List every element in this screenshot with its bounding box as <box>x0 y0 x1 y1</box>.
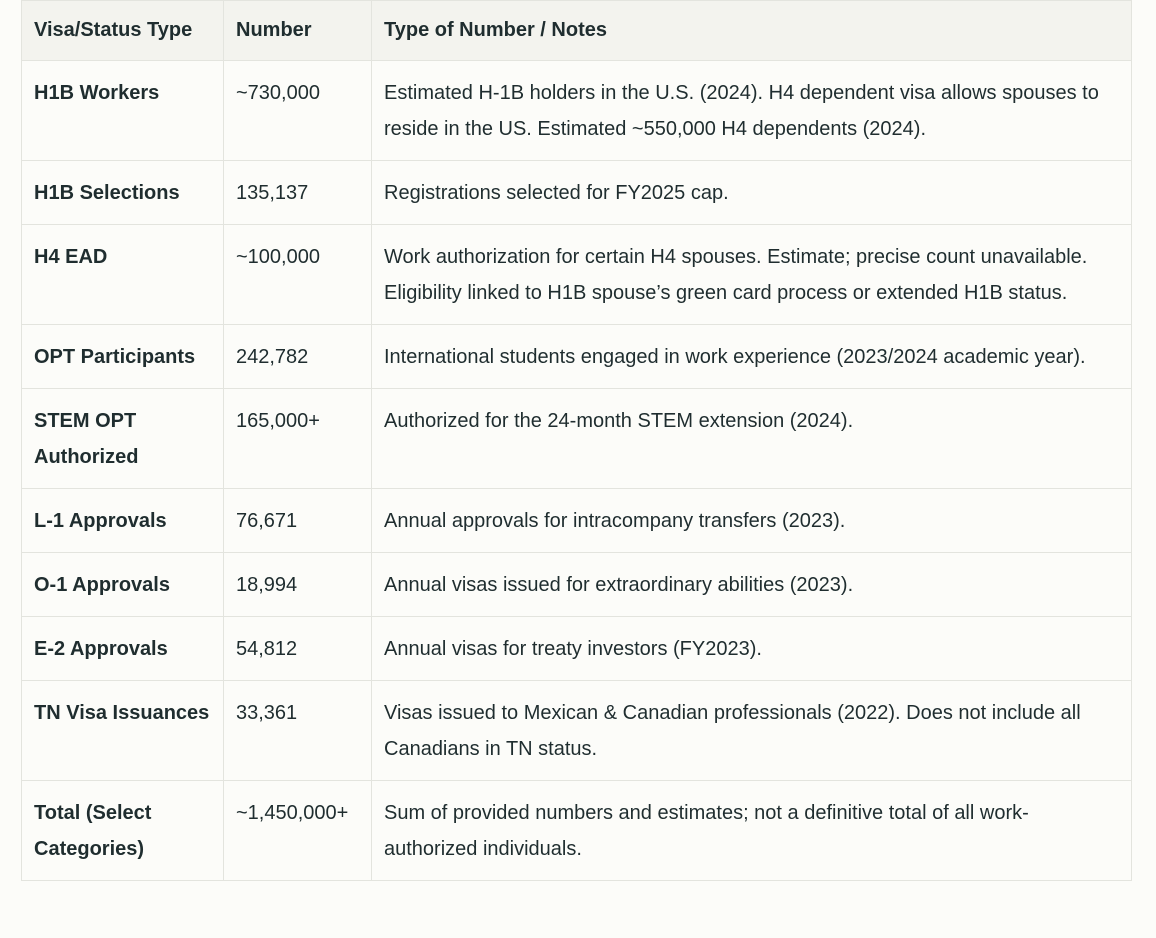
row-notes-cell: Annual visas for treaty investors (FY202… <box>371 616 1132 681</box>
row-notes-cell: International students engaged in work e… <box>371 324 1132 389</box>
header-number: Number <box>223 0 372 61</box>
row-notes-cell: Authorized for the 24-month STEM extensi… <box>371 388 1132 489</box>
row-number-cell: 165,000+ <box>223 388 372 489</box>
visa-status-table: Visa/Status Type Number Type of Number /… <box>21 0 1132 881</box>
row-number-cell: 33,361 <box>223 680 372 781</box>
row-type-cell: Total (Select Categories) <box>21 780 224 881</box>
row-number-cell: ~100,000 <box>223 224 372 325</box>
row-notes-cell: Work authorization for certain H4 spouse… <box>371 224 1132 325</box>
row-notes-cell: Sum of provided numbers and estimates; n… <box>371 780 1132 881</box>
row-number-cell: ~1,450,000+ <box>223 780 372 881</box>
table-row: H1B Selections 135,137 Registrations sel… <box>21 160 1132 225</box>
table-row: O-1 Approvals 18,994 Annual visas issued… <box>21 552 1132 617</box>
row-type-cell: H1B Workers <box>21 60 224 161</box>
row-number-cell: 135,137 <box>223 160 372 225</box>
table-row: E-2 Approvals 54,812 Annual visas for tr… <box>21 616 1132 681</box>
table-row: H1B Workers ~730,000 Estimated H-1B hold… <box>21 60 1132 161</box>
table-row: STEM OPT Authorized 165,000+ Authorized … <box>21 388 1132 489</box>
header-visa-status-type: Visa/Status Type <box>21 0 224 61</box>
table-row: TN Visa Issuances 33,361 Visas issued to… <box>21 680 1132 781</box>
row-type-cell: H4 EAD <box>21 224 224 325</box>
visa-table-container: Visa/Status Type Number Type of Number /… <box>21 0 1132 881</box>
row-notes-cell: Annual visas issued for extraordinary ab… <box>371 552 1132 617</box>
row-type-cell: O-1 Approvals <box>21 552 224 617</box>
row-type-cell: E-2 Approvals <box>21 616 224 681</box>
row-notes-cell: Registrations selected for FY2025 cap. <box>371 160 1132 225</box>
row-number-cell: ~730,000 <box>223 60 372 161</box>
row-notes-cell: Estimated H-1B holders in the U.S. (2024… <box>371 60 1132 161</box>
table-row: OPT Participants 242,782 International s… <box>21 324 1132 389</box>
row-number-cell: 54,812 <box>223 616 372 681</box>
row-type-cell: TN Visa Issuances <box>21 680 224 781</box>
row-type-cell: STEM OPT Authorized <box>21 388 224 489</box>
row-type-cell: L-1 Approvals <box>21 488 224 553</box>
header-notes: Type of Number / Notes <box>371 0 1132 61</box>
table-header-row: Visa/Status Type Number Type of Number /… <box>21 0 1132 61</box>
row-notes-cell: Visas issued to Mexican & Canadian profe… <box>371 680 1132 781</box>
row-number-cell: 76,671 <box>223 488 372 553</box>
row-type-cell: OPT Participants <box>21 324 224 389</box>
row-number-cell: 18,994 <box>223 552 372 617</box>
table-row: L-1 Approvals 76,671 Annual approvals fo… <box>21 488 1132 553</box>
row-type-cell: H1B Selections <box>21 160 224 225</box>
row-notes-cell: Annual approvals for intracompany transf… <box>371 488 1132 553</box>
table-row: H4 EAD ~100,000 Work authorization for c… <box>21 224 1132 325</box>
table-row-total: Total (Select Categories) ~1,450,000+ Su… <box>21 780 1132 881</box>
row-number-cell: 242,782 <box>223 324 372 389</box>
